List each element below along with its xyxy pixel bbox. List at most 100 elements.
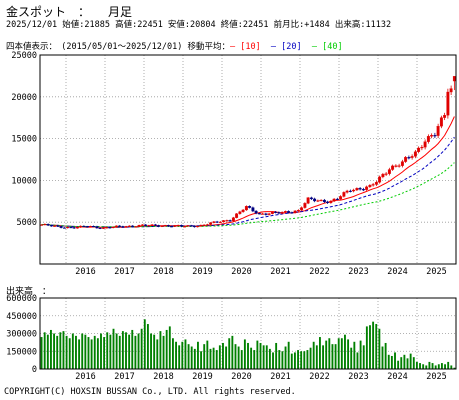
legend-ma20-dash: — xyxy=(260,42,282,52)
volume-bar xyxy=(43,332,46,369)
volume-bar xyxy=(165,329,168,369)
volume-x-tick-label: 2021 xyxy=(270,372,290,382)
volume-title: 出来高 ： xyxy=(6,287,52,297)
volume-bar xyxy=(131,329,134,369)
candle-body xyxy=(371,184,375,186)
volume-bar xyxy=(287,341,290,369)
price-summary: 2025/12/01 始値:21885 高値:22451 安値:20804 終値… xyxy=(6,20,392,30)
volume-bar xyxy=(184,339,187,369)
volume-bar xyxy=(253,350,256,369)
candle-body xyxy=(69,226,73,229)
candle-body xyxy=(218,221,222,223)
volume-bar xyxy=(228,338,231,369)
volume-bar xyxy=(46,334,49,369)
volume-bar xyxy=(71,333,74,369)
volume-bar xyxy=(431,363,434,369)
volume-bar xyxy=(40,337,43,369)
candle-body xyxy=(222,220,226,223)
volume-bar xyxy=(178,345,181,369)
candle-body xyxy=(88,225,92,228)
volume-bar xyxy=(250,347,253,369)
volume-bar xyxy=(222,342,224,369)
candle-body xyxy=(326,201,330,203)
volume-bar xyxy=(428,361,431,369)
candle-body xyxy=(153,224,157,226)
candle-body xyxy=(56,225,60,227)
volume-x-tick-label: 2018 xyxy=(153,372,173,382)
volume-bar xyxy=(334,344,337,369)
volume-bar xyxy=(96,338,99,369)
volume-bar xyxy=(187,344,190,369)
volume-bar xyxy=(284,346,287,369)
candle-body xyxy=(176,225,180,227)
candle-body xyxy=(101,227,105,229)
volume-bar xyxy=(115,333,118,369)
candle-body xyxy=(202,224,206,226)
price-y-tick-label: 10000 xyxy=(11,176,37,186)
volume-bar xyxy=(306,350,309,369)
volume-bar xyxy=(103,337,106,369)
candle-body xyxy=(332,198,336,202)
candle-body xyxy=(404,157,408,162)
volume-bar xyxy=(256,340,259,369)
candle-body xyxy=(66,226,70,229)
volume-bar xyxy=(350,347,353,369)
candle-body xyxy=(244,206,248,211)
ma10-line xyxy=(41,116,455,228)
candle-body xyxy=(150,224,154,226)
candle-body xyxy=(368,185,372,188)
candle-body xyxy=(277,212,281,214)
volume-y-tick-label: 150000 xyxy=(6,347,37,357)
candle-body xyxy=(124,226,128,228)
volume-bar xyxy=(347,339,350,369)
candle-body xyxy=(296,209,300,212)
volume-bar xyxy=(90,339,93,369)
volume-bar xyxy=(387,354,390,369)
volume-bar xyxy=(394,352,396,369)
price-panel-frame xyxy=(39,54,457,265)
candle-body xyxy=(361,189,365,191)
volume-x-tick-label: 2023 xyxy=(348,372,368,382)
legend-ma40: [40] xyxy=(322,42,343,52)
candle-body xyxy=(199,224,203,227)
candle-body xyxy=(212,221,216,223)
volume-bar xyxy=(319,337,321,369)
volume-x-tick-label: 2019 xyxy=(192,372,212,382)
candle-body xyxy=(140,224,144,226)
candle-body xyxy=(231,217,235,222)
volume-bar xyxy=(272,352,274,369)
candle-body xyxy=(257,213,261,215)
volume-bar xyxy=(281,351,284,369)
volume-bar xyxy=(409,353,412,369)
price-y-tick-label: 5000 xyxy=(17,218,37,228)
candle-body xyxy=(235,213,239,218)
volume-bar xyxy=(206,340,209,369)
volume-bar xyxy=(140,328,143,369)
volume-bar xyxy=(331,344,334,369)
volume-bar xyxy=(175,341,177,369)
candle-body xyxy=(46,224,50,226)
candle-body xyxy=(92,225,96,228)
candle-body xyxy=(293,210,297,213)
volume-bar xyxy=(390,355,393,369)
volume-bar xyxy=(134,335,137,369)
volume-bar xyxy=(215,350,218,369)
candle-body xyxy=(449,88,453,93)
candle-body xyxy=(118,225,122,227)
volume-bar xyxy=(384,342,387,369)
candle-body xyxy=(179,225,183,227)
volume-bar xyxy=(359,340,362,369)
candle-body xyxy=(144,224,148,226)
volume-bar xyxy=(381,346,384,369)
volume-bar xyxy=(203,344,206,369)
volume-bar xyxy=(212,347,215,369)
volume-bar xyxy=(403,354,406,369)
candle-body xyxy=(228,220,232,222)
candle-body xyxy=(384,173,388,175)
volume-bar xyxy=(437,364,440,369)
volume-bar xyxy=(315,345,318,369)
volume-bar xyxy=(362,345,365,369)
candle-body xyxy=(160,225,164,227)
candle-body xyxy=(95,226,99,229)
